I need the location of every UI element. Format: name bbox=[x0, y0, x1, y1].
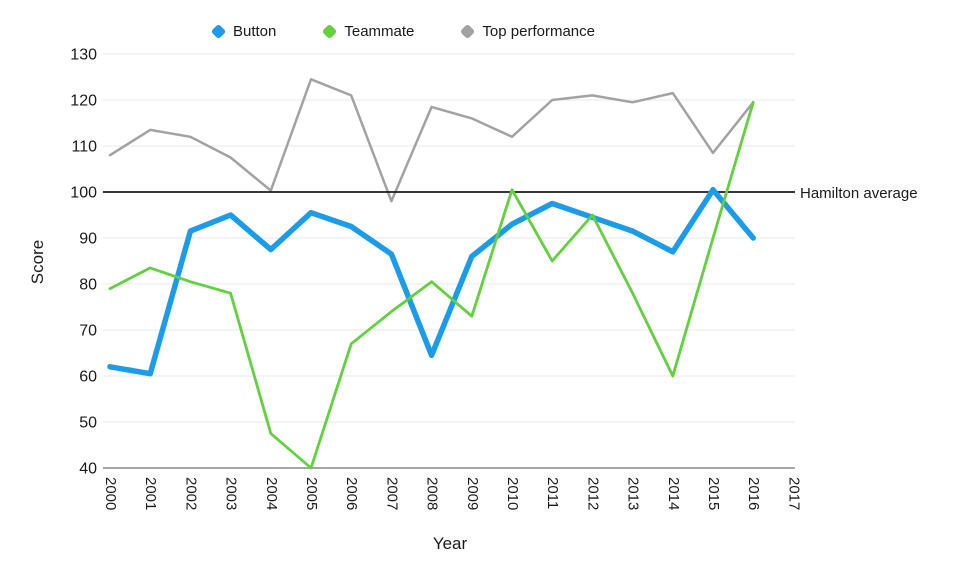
x-tick-label: 2001 bbox=[142, 477, 159, 510]
legend-item-teammate: Teammate bbox=[322, 23, 415, 40]
y-tick-label: 40 bbox=[79, 461, 97, 478]
x-tick-label: 2015 bbox=[705, 477, 722, 510]
series-line-top-performance bbox=[108, 78, 755, 203]
legend-item-button: Button bbox=[210, 23, 277, 40]
x-tick-label: 2013 bbox=[625, 477, 642, 510]
y-tick-label: 100 bbox=[70, 185, 97, 202]
y-tick-label: 80 bbox=[79, 277, 97, 294]
annotation-label: Hamilton average bbox=[800, 185, 918, 202]
legend-label-teammate: Teammate bbox=[344, 23, 415, 40]
y-tick-label: 50 bbox=[79, 415, 97, 432]
y-axis-title: Score bbox=[28, 239, 47, 285]
y-tick-label: 120 bbox=[70, 93, 97, 110]
x-tick-label: 2006 bbox=[343, 477, 360, 510]
x-tick-label: 2005 bbox=[303, 477, 320, 510]
series-line-button bbox=[107, 186, 756, 377]
y-tick-label: 110 bbox=[71, 139, 97, 156]
legend-item-top-performance: Top performance bbox=[460, 23, 595, 40]
teammate-series-marker-icon bbox=[322, 23, 338, 40]
x-tick-label: 2012 bbox=[584, 477, 601, 510]
x-axis-title: Year bbox=[432, 534, 468, 553]
x-tick-label: 2016 bbox=[745, 477, 762, 510]
x-tick-label: 2011 bbox=[544, 477, 561, 509]
x-tick-label: 2014 bbox=[665, 477, 682, 510]
y-tick-label: 90 bbox=[79, 231, 97, 248]
legend-label-top-performance: Top performance bbox=[482, 23, 595, 40]
x-tick-label: 2007 bbox=[383, 477, 400, 510]
x-tick-label: 2017 bbox=[785, 477, 802, 510]
chart-legend: Button Teammate Top performance bbox=[210, 23, 595, 40]
x-tick-label: 2000 bbox=[102, 477, 119, 510]
y-tick-label: 130 bbox=[70, 47, 97, 64]
x-tick-label: 2003 bbox=[223, 477, 240, 510]
y-tick-label: 70 bbox=[79, 323, 97, 340]
series-line-teammate bbox=[108, 100, 755, 470]
top-performance-series-marker-icon bbox=[460, 23, 476, 40]
x-tick-label: 2004 bbox=[263, 477, 280, 510]
x-tick-label: 2010 bbox=[504, 477, 521, 510]
legend-label-button: Button bbox=[233, 23, 277, 40]
y-tick-label: 60 bbox=[79, 369, 97, 386]
x-tick-label: 2009 bbox=[464, 477, 481, 510]
button-series-marker-icon bbox=[210, 23, 227, 40]
x-tick-label: 2008 bbox=[424, 477, 441, 510]
x-tick-label: 2002 bbox=[182, 477, 199, 510]
